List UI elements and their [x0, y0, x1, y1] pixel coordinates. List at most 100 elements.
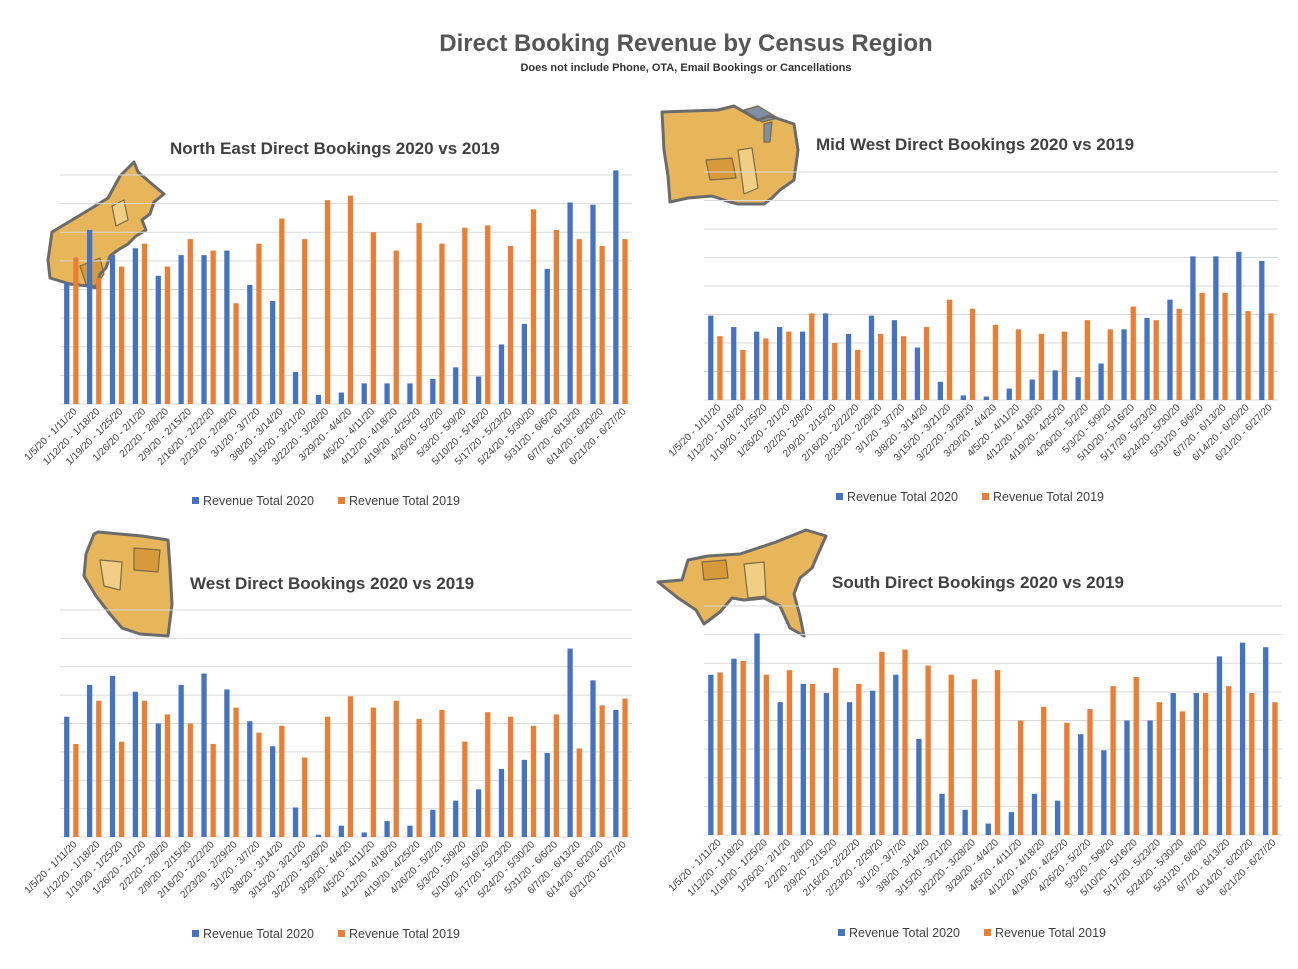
bar-2020 [1078, 734, 1084, 835]
bar-2019 [576, 239, 582, 404]
bar-2019 [1038, 333, 1045, 400]
bar-2020 [544, 268, 550, 404]
bar-2020 [224, 250, 230, 404]
bar-2019 [347, 696, 354, 837]
legend-swatch [338, 497, 345, 504]
bar-2020 [777, 702, 783, 835]
bar-2020 [109, 675, 116, 837]
bar-2019 [553, 714, 560, 837]
bar-2020 [430, 809, 436, 837]
bar-2019 [1156, 702, 1163, 835]
bar-2019 [1133, 676, 1139, 835]
south-chart: South Direct Bookings 2020 vs 2019 1/5/2… [656, 528, 1282, 940]
bar-2019 [1107, 329, 1113, 400]
bar-2019 [969, 308, 976, 400]
bar-2020 [1029, 379, 1035, 400]
bar-2019 [925, 665, 931, 835]
legend-label: Revenue Total 2020 [203, 494, 314, 508]
bar-2019 [164, 714, 171, 837]
bar-2019 [164, 266, 171, 404]
bar-2020 [64, 716, 70, 837]
bar-2019 [416, 223, 422, 404]
bar-2020 [453, 800, 459, 837]
page-subtitle: Does not include Phone, OTA, Email Booki… [520, 62, 852, 74]
bar-2019 [879, 651, 885, 835]
bar-2020 [962, 809, 968, 835]
bar-2020 [960, 395, 966, 400]
bar-2020 [270, 300, 276, 404]
bar-2019 [1153, 320, 1159, 400]
bar-2019 [256, 243, 262, 404]
bar-2020 [87, 684, 93, 837]
bar-2019 [786, 331, 792, 400]
bar-2020 [224, 689, 230, 837]
mid-west-map-icon [660, 104, 800, 206]
bar-2019 [717, 672, 723, 835]
bar-2020 [1259, 260, 1265, 400]
bar-2019 [462, 227, 468, 404]
bar-2019 [901, 336, 907, 400]
bar-2019 [1249, 693, 1255, 835]
bar-2020 [315, 834, 322, 837]
bar-2020 [178, 684, 184, 837]
bar-2019 [763, 338, 769, 400]
bar-2019 [576, 748, 582, 837]
bar-2019 [279, 218, 285, 404]
bar-2019 [833, 667, 839, 835]
bar-2019 [599, 705, 605, 837]
bar-2019 [187, 239, 193, 404]
bar-2020 [893, 674, 899, 835]
bar-2019 [256, 732, 262, 837]
north-east-chart: North East Direct Bookings 2020 vs 2019 … [23, 139, 632, 508]
bar-2020 [822, 313, 829, 400]
bar-2019 [717, 336, 723, 400]
bar-2019 [878, 333, 884, 400]
bar-2020 [1031, 793, 1038, 835]
bar-2019 [832, 343, 838, 400]
bar-2019 [507, 716, 514, 837]
bar-2020 [407, 825, 413, 837]
bar-2019 [302, 757, 308, 837]
bar-2019 [1176, 308, 1182, 400]
bar-2019 [141, 243, 148, 404]
bar-2020 [361, 383, 367, 404]
bar-2019 [622, 698, 628, 837]
bar-2020 [178, 255, 184, 404]
bar-2020 [1170, 693, 1176, 835]
south-map-icon [656, 528, 828, 638]
bar-2020 [1213, 256, 1219, 400]
bar-2020 [868, 315, 875, 400]
bar-2020 [544, 753, 550, 837]
bar-2019 [119, 266, 125, 404]
bar-2020 [292, 371, 299, 404]
bar-2020 [247, 284, 253, 404]
bar-2020 [132, 248, 139, 404]
bar-2019 [530, 209, 537, 404]
bar-2020 [361, 832, 367, 837]
bar-2019 [73, 743, 79, 837]
bar-2020 [708, 674, 714, 835]
north-east-chart-title: North East Direct Bookings 2020 vs 2019 [170, 139, 500, 158]
bar-2020 [338, 825, 344, 837]
bar-2019 [347, 195, 354, 404]
bar-2020 [430, 378, 436, 404]
south-chart-title: South Direct Bookings 2020 vs 2019 [832, 573, 1124, 592]
bar-2020 [201, 673, 207, 837]
bar-2020 [498, 768, 505, 837]
bar-2020 [87, 229, 93, 404]
bar-2019 [485, 225, 491, 404]
bar-2020 [914, 347, 921, 400]
bar-2020 [315, 394, 322, 404]
legend-swatch [984, 929, 991, 936]
bar-2020 [1147, 720, 1153, 835]
bar-2019 [1110, 686, 1116, 835]
bar-2020 [937, 381, 944, 400]
bar-2019 [1179, 711, 1186, 835]
bar-2020 [521, 759, 527, 837]
bar-2020 [270, 746, 276, 837]
bar-2019 [530, 725, 537, 837]
bar-2020 [754, 633, 760, 835]
bar-2019 [971, 679, 978, 835]
bar-2020 [384, 383, 390, 404]
legend-label: Revenue Total 2019 [993, 490, 1104, 504]
